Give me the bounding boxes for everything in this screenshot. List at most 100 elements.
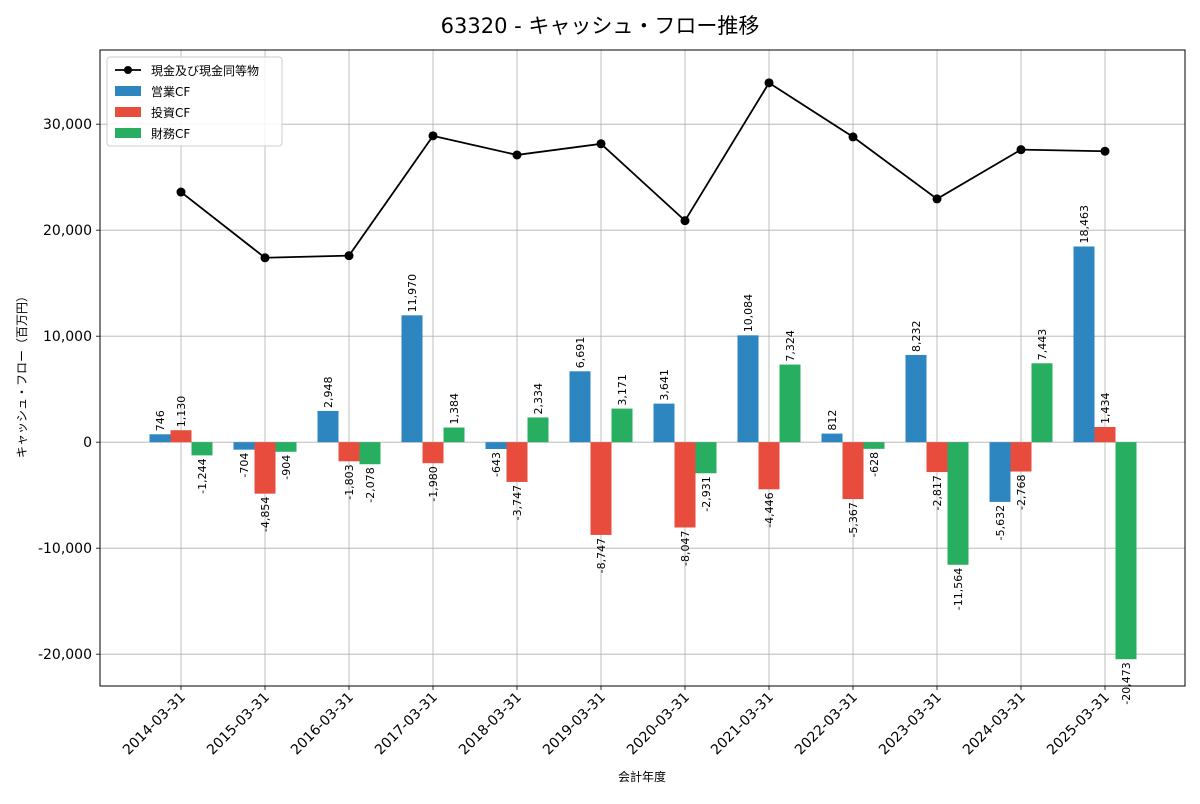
x-tick-label: 2022-03-31 <box>792 690 861 759</box>
data-label: 812 <box>826 410 839 431</box>
bar-営業CF-2023-03-31 <box>905 354 927 443</box>
data-label: 2,334 <box>532 383 545 415</box>
bar-営業CF-2016-03-31 <box>317 410 339 443</box>
bar-営業CF-2021-03-31 <box>737 335 759 443</box>
bar-投資CF-2019-03-31 <box>590 442 612 535</box>
data-label: 8,232 <box>910 320 923 352</box>
x-tick-label: 2021-03-31 <box>708 690 777 759</box>
data-label: 1,434 <box>1099 392 1112 424</box>
bar-投資CF-2020-03-31 <box>674 442 696 528</box>
data-label: -5,632 <box>994 505 1007 540</box>
y-tick-label: 10,000 <box>43 329 92 345</box>
x-tick-label: 2018-03-31 <box>456 690 525 759</box>
bar-財務CF-2024-03-31 <box>1031 363 1053 443</box>
cash-point-2018-03-31 <box>512 150 522 160</box>
data-label: -8,047 <box>679 530 692 565</box>
data-label: -1,803 <box>343 464 356 499</box>
data-label: -643 <box>490 452 503 477</box>
y-tick-label: -20,000 <box>38 647 92 663</box>
legend-box <box>106 56 283 147</box>
data-labels-layer: 746 -704 2,948 11,970 -643 6,691 3,641 10,084 81… <box>154 205 1133 705</box>
x-tick-label: 2019-03-31 <box>540 690 609 759</box>
data-label: 1,130 <box>175 396 188 428</box>
bar-財務CF-2016-03-31 <box>359 442 381 465</box>
bar-営業CF-2020-03-31 <box>653 403 675 443</box>
data-label: 18,463 <box>1078 205 1091 244</box>
line-layer <box>176 78 1110 263</box>
bar-投資CF-2017-03-31 <box>422 442 444 464</box>
x-tick-label: 2024-03-31 <box>960 690 1029 759</box>
data-label: -4,446 <box>763 492 776 527</box>
bar-財務CF-2018-03-31 <box>527 417 549 443</box>
data-label: -2,078 <box>364 467 377 502</box>
y-tick-label: -10,000 <box>38 541 92 557</box>
bar-財務CF-2019-03-31 <box>611 408 633 443</box>
bars-layer <box>149 246 1137 660</box>
data-label: 3,171 <box>616 374 629 406</box>
legend-bar-swatch <box>115 86 141 96</box>
bar-投資CF-2024-03-31 <box>1010 442 1032 472</box>
data-label: -1,244 <box>196 458 209 493</box>
data-label: -704 <box>238 453 251 478</box>
x-tick-label: 2015-03-31 <box>204 690 273 759</box>
legend-label: 営業CF <box>151 85 190 99</box>
data-label: -8,747 <box>595 538 608 573</box>
bar-財務CF-2025-03-31 <box>1115 442 1137 660</box>
cash-point-2017-03-31 <box>428 131 438 141</box>
axes-layer: -20,000 -10,000 0 10,000 20,000 30,000 2014-03… <box>38 49 1186 759</box>
data-label: -5,367 <box>847 502 860 537</box>
bar-営業CF-2014-03-31 <box>149 434 171 443</box>
legend-label: 財務CF <box>151 126 190 141</box>
cash-point-2023-03-31 <box>932 194 942 204</box>
bar-投資CF-2023-03-31 <box>926 442 948 473</box>
bar-投資CF-2016-03-31 <box>338 442 360 462</box>
data-label: -3,747 <box>511 485 524 520</box>
y-tick-label: 30,000 <box>43 117 92 133</box>
y-tick-label: 0 <box>83 435 92 451</box>
data-label: 7,324 <box>784 330 797 362</box>
cash-point-2014-03-31 <box>176 187 186 197</box>
bar-投資CF-2025-03-31 <box>1094 426 1116 443</box>
plot-frame <box>99 49 1186 687</box>
legend-bar-swatch <box>115 128 141 138</box>
bar-投資CF-2018-03-31 <box>506 442 528 482</box>
bar-財務CF-2021-03-31 <box>779 364 801 443</box>
bar-投資CF-2015-03-31 <box>254 442 276 494</box>
bar-投資CF-2021-03-31 <box>758 442 780 490</box>
x-tick-label: 2016-03-31 <box>288 690 357 759</box>
data-label: -4,854 <box>259 497 272 532</box>
bar-営業CF-2019-03-31 <box>569 371 591 443</box>
data-label: 3,641 <box>658 369 671 401</box>
bar-財務CF-2015-03-31 <box>275 442 297 452</box>
data-label: 11,970 <box>406 274 419 313</box>
data-label: -628 <box>868 452 881 477</box>
cash-point-2019-03-31 <box>596 139 606 149</box>
data-label: -1,980 <box>427 466 440 501</box>
data-label: 7,443 <box>1036 329 1049 361</box>
y-axis-label: キャッシュ・フロー（百万円） <box>15 290 29 458</box>
data-label: 10,084 <box>742 294 755 333</box>
cash-point-2016-03-31 <box>344 251 354 261</box>
x-axis-label: 会計年度 <box>618 769 666 784</box>
legend-marker <box>124 66 132 74</box>
cash-point-2022-03-31 <box>848 132 858 142</box>
bar-財務CF-2020-03-31 <box>695 442 717 474</box>
x-tick-label: 2020-03-31 <box>624 690 693 759</box>
data-label: 746 <box>154 410 167 431</box>
bar-営業CF-2024-03-31 <box>989 442 1011 502</box>
bar-営業CF-2022-03-31 <box>821 433 843 443</box>
x-tick-label: 2023-03-31 <box>876 690 945 759</box>
bar-営業CF-2025-03-31 <box>1073 246 1095 443</box>
data-label: -20,473 <box>1120 662 1133 704</box>
bar-投資CF-2014-03-31 <box>170 430 192 443</box>
y-tick-label: 20,000 <box>43 223 92 239</box>
data-label: 1,384 <box>448 393 461 425</box>
legend-bar-swatch <box>115 107 141 117</box>
bar-営業CF-2015-03-31 <box>233 442 255 450</box>
bar-財務CF-2022-03-31 <box>863 442 885 449</box>
x-tick-label: 2014-03-31 <box>120 690 189 759</box>
bar-財務CF-2014-03-31 <box>191 442 213 456</box>
